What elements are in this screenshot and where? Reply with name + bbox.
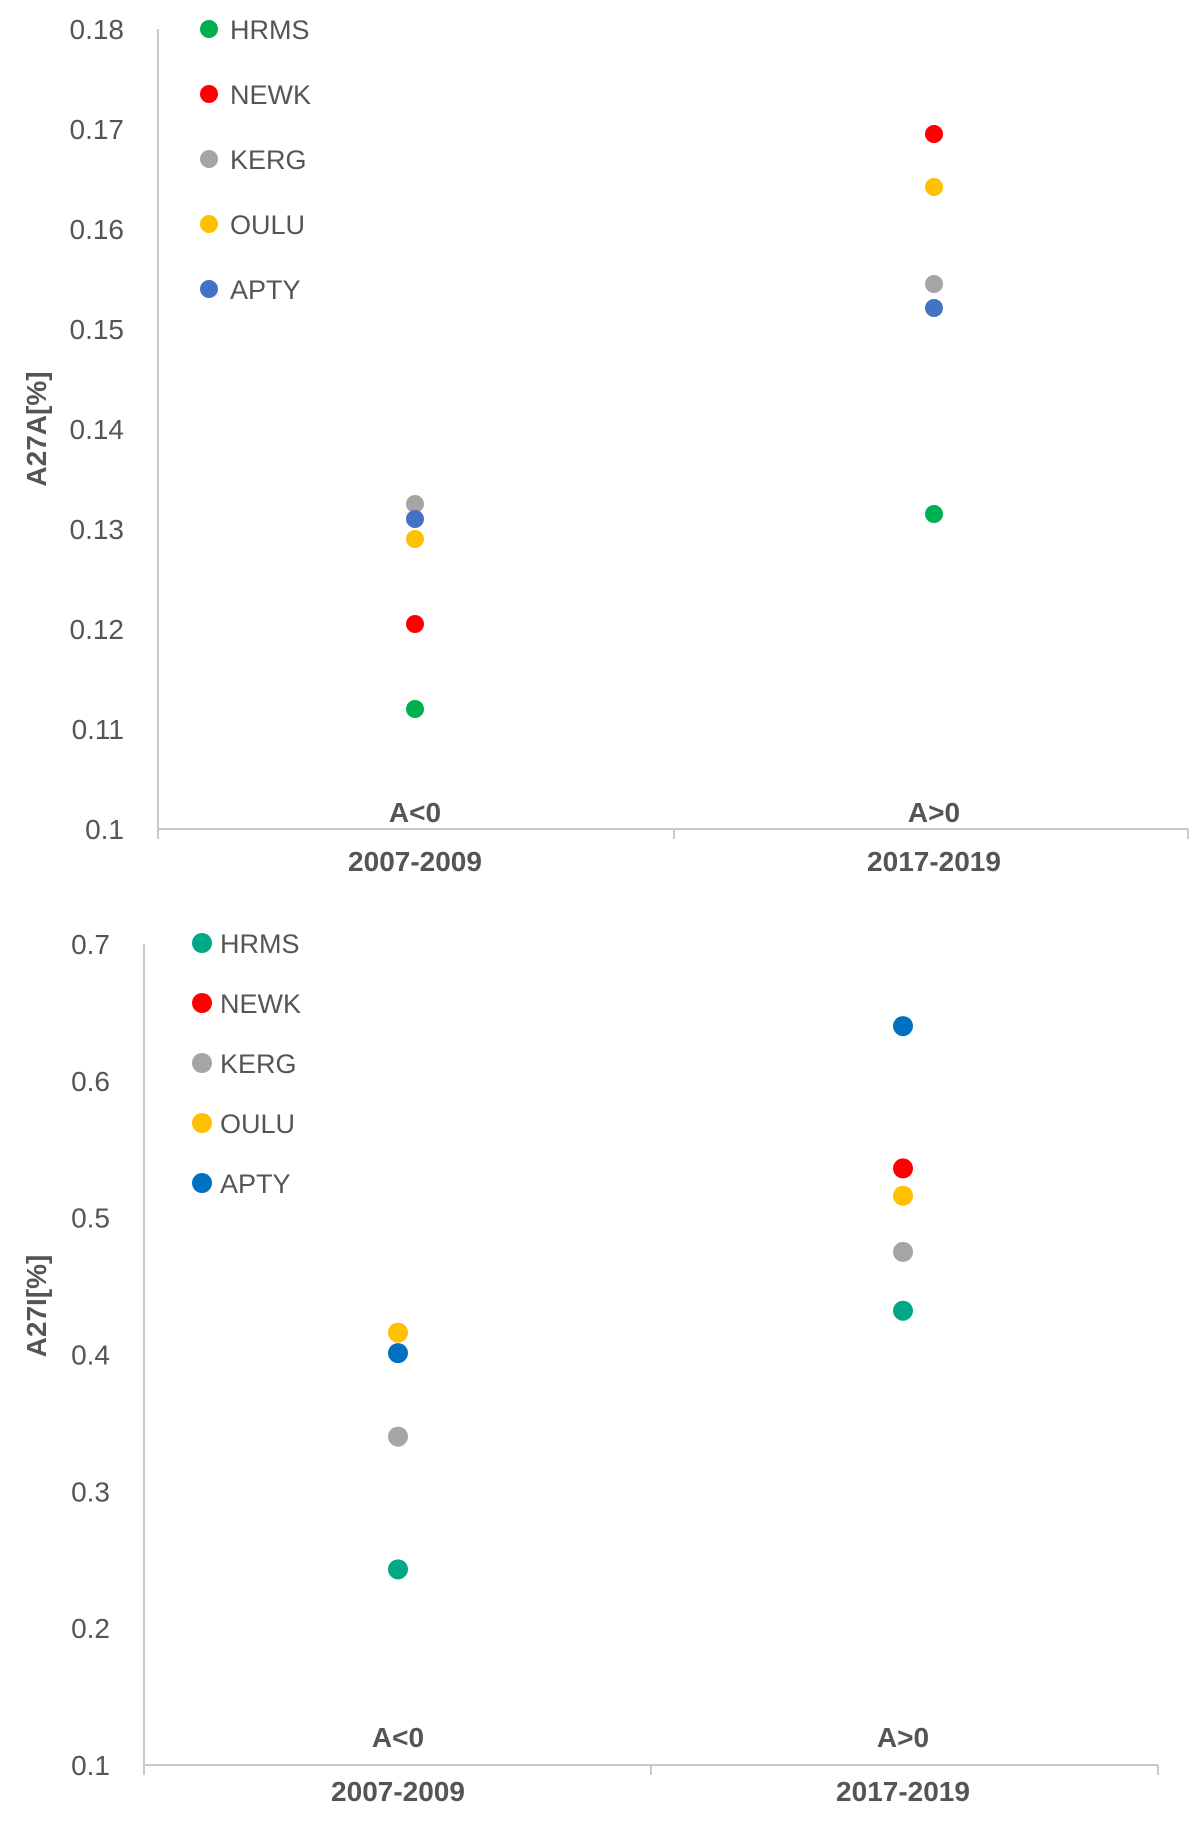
legend-label-hrms: HRMS [220, 929, 300, 959]
legend-label-apty: APTY [230, 275, 301, 305]
data-point-hrms [893, 1300, 913, 1321]
y-tick-label: 0.2 [71, 1613, 110, 1644]
x-category-label: 2007-2009 [348, 846, 482, 877]
x-category-label: 2017-2019 [836, 1776, 970, 1807]
data-point-kerg [406, 495, 424, 513]
data-point-kerg [893, 1241, 913, 1262]
y-tick-label: 0.14 [70, 414, 125, 445]
data-point-apty [925, 299, 943, 317]
category-annotation: A>0 [877, 1722, 929, 1753]
legend-label-hrms: HRMS [230, 15, 310, 45]
legend-marker-kerg [192, 1053, 212, 1073]
data-point-newk [925, 125, 943, 143]
data-point-apty [388, 1343, 408, 1364]
data-point-oulu [925, 178, 943, 196]
data-point-newk [406, 615, 424, 633]
legend-label-newk: NEWK [220, 989, 301, 1019]
chart-a27a: 0.1 0.11 0.12 0.13 0.14 0.15 0.16 0.17 0.18 A27A[… [21, 14, 1189, 877]
data-point-apty [406, 510, 424, 528]
legend-label-kerg: KERG [220, 1049, 297, 1079]
legend-marker-kerg [200, 150, 218, 168]
data-point-hrms [406, 700, 424, 718]
x-category-label: 2007-2009 [331, 1776, 465, 1807]
legend-marker-oulu [200, 215, 218, 233]
y-tick-label: 0.1 [85, 814, 124, 845]
legend-marker-apty [200, 280, 218, 298]
legend-label-oulu: OULU [230, 210, 305, 240]
legend-marker-oulu [192, 1113, 212, 1133]
legend-marker-hrms [200, 20, 218, 38]
legend-marker-newk [192, 993, 212, 1013]
data-point-newk [893, 1158, 913, 1179]
y-tick-label: 0.5 [71, 1203, 110, 1234]
y-tick-label: 0.11 [72, 714, 124, 745]
x-category-label: 2017-2019 [867, 846, 1001, 877]
category-annotation: A>0 [908, 797, 960, 828]
data-point-kerg [388, 1426, 408, 1447]
data-point-oulu [893, 1185, 913, 1206]
legend-marker-apty [192, 1173, 212, 1193]
legend-marker-hrms [192, 933, 212, 953]
data-point-hrms [925, 505, 943, 523]
legend-marker-newk [200, 85, 218, 103]
data-point-oulu [406, 530, 424, 548]
y-tick-label: 0.17 [70, 114, 125, 145]
y-tick-label: 0.16 [70, 214, 125, 245]
y-axis-title: A27I[%] [21, 1255, 52, 1358]
y-axis-title: A27A[%] [21, 371, 52, 486]
y-tick-label: 0.12 [70, 614, 125, 645]
chart-a27i: 0.1 0.2 0.3 0.4 0.5 0.6 0.7 A27I[%] A<0 2007-2009… [21, 929, 1159, 1807]
y-tick-label: 0.13 [70, 514, 125, 545]
category-annotation: A<0 [389, 797, 441, 828]
legend-label-apty: APTY [220, 1169, 291, 1199]
legend-label-newk: NEWK [230, 80, 311, 110]
legend-label-oulu: OULU [220, 1109, 295, 1139]
y-tick-label: 0.6 [71, 1066, 110, 1097]
y-tick-label: 0.1 [71, 1750, 110, 1781]
category-annotation: A<0 [372, 1722, 424, 1753]
data-point-hrms [388, 1559, 408, 1580]
y-tick-label: 0.7 [71, 929, 110, 960]
data-point-apty [893, 1016, 913, 1037]
y-tick-label: 0.15 [70, 314, 125, 345]
y-tick-label: 0.3 [71, 1476, 110, 1507]
legend-label-kerg: KERG [230, 145, 307, 175]
y-tick-label: 0.4 [71, 1340, 110, 1371]
data-point-kerg [925, 275, 943, 293]
y-tick-label: 0.18 [70, 14, 125, 45]
data-point-oulu [388, 1322, 408, 1343]
